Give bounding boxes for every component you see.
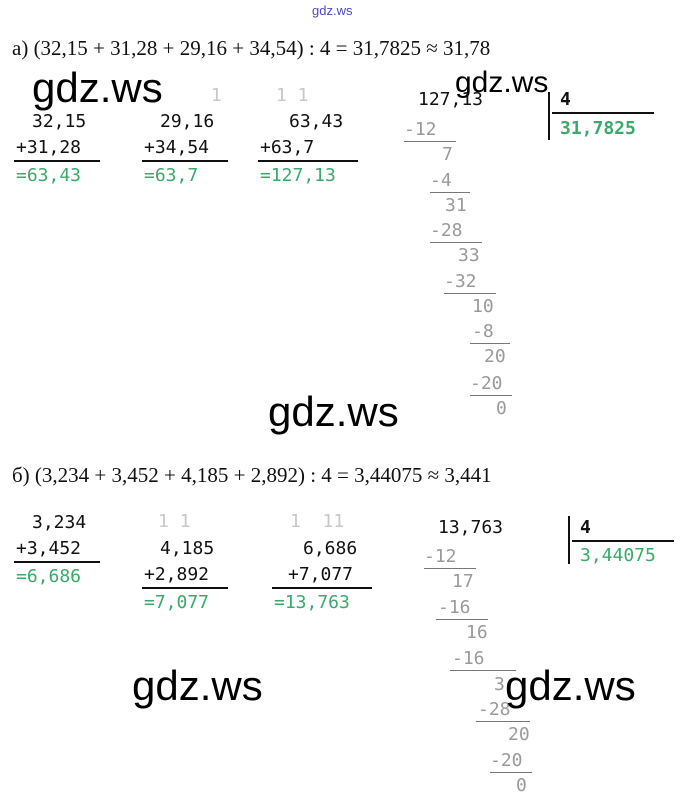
quotient: 3,44075 — [580, 545, 656, 566]
addend-top: 32,15 — [32, 111, 87, 132]
sum-line — [142, 160, 228, 162]
division-step-line — [424, 568, 476, 569]
sum-result: =13,763 — [274, 592, 350, 613]
carry-digits: 1 — [200, 85, 222, 106]
addend-bottom: +7,077 — [288, 564, 354, 585]
divisor-line — [552, 112, 654, 114]
watermark: gdz.ws — [455, 66, 549, 99]
division-step: -12 — [404, 119, 437, 140]
sum-result: =7,077 — [144, 592, 210, 613]
division-step-line — [444, 293, 496, 294]
division-step: 31 — [445, 195, 467, 216]
division-step-line — [470, 343, 510, 344]
carry-digits: 1 11 — [290, 511, 345, 532]
division-step: 10 — [472, 296, 494, 317]
division-step-line — [430, 192, 470, 193]
watermark: gdz.ws — [268, 388, 399, 435]
division-step-line — [476, 721, 530, 722]
addend-bottom: +31,28 — [16, 137, 82, 158]
division-step-line — [430, 242, 482, 243]
addend-top: 29,16 — [160, 111, 215, 132]
division-step-line — [436, 619, 488, 620]
division-step: -16 — [452, 648, 485, 669]
addend-top: 6,686 — [303, 538, 358, 559]
watermark-top[interactable]: gdz.ws — [312, 3, 353, 18]
addend-bottom: +2,892 — [144, 564, 210, 585]
division-step-line — [404, 141, 456, 142]
division-step: 0 — [516, 775, 527, 796]
sum-line — [14, 561, 100, 563]
sum-line — [258, 160, 358, 162]
division-step: -12 — [424, 546, 457, 567]
division-step: 7 — [442, 144, 453, 165]
watermark: gdz.ws — [505, 662, 636, 709]
sum-line — [14, 160, 100, 162]
division-step: 20 — [508, 724, 530, 745]
division-step: 0 — [496, 398, 507, 419]
division-step: -4 — [430, 170, 452, 191]
division-step-line — [450, 670, 516, 671]
watermark: gdz.ws — [32, 64, 163, 111]
sum-line — [272, 587, 372, 589]
division-step: 16 — [466, 622, 488, 643]
sum-result: =127,13 — [260, 165, 336, 186]
addend-bottom: +63,7 — [260, 137, 315, 158]
division-bar — [548, 92, 550, 140]
addend-top: 3,234 — [32, 512, 87, 533]
division-step: -20 — [490, 750, 523, 771]
division-step: 3 — [494, 674, 505, 695]
division-step: -16 — [438, 597, 471, 618]
division-step: -20 — [470, 373, 503, 394]
sum-result: =63,7 — [144, 165, 199, 186]
division-step: -28 — [430, 220, 463, 241]
division-step: 33 — [458, 245, 480, 266]
divisor-line — [572, 540, 674, 542]
quotient: 31,7825 — [560, 118, 636, 139]
addend-bottom: +3,452 — [16, 538, 82, 559]
watermark: gdz.ws — [132, 662, 263, 709]
division-step: -8 — [472, 321, 494, 342]
divisor: 4 — [580, 517, 591, 538]
division-step: 20 — [484, 346, 506, 367]
addend-top: 63,43 — [289, 111, 344, 132]
dividend: 13,763 — [438, 517, 504, 538]
sum-line — [142, 587, 228, 589]
divisor: 4 — [560, 89, 571, 110]
carry-digits: 1 1 — [158, 511, 191, 532]
expression-a: а) (32,15 + 31,28 + 29,16 + 34,54) : 4 =… — [12, 36, 491, 60]
division-step: 17 — [452, 571, 474, 592]
division-step: -28 — [478, 699, 511, 720]
carry-digits: 1 1 — [276, 85, 309, 106]
dividend: 127,13 — [418, 89, 484, 110]
expression-b: б) (3,234 + 3,452 + 4,185 + 2,892) : 4 =… — [12, 463, 492, 487]
sum-result: =63,43 — [16, 165, 82, 186]
addend-bottom: +34,54 — [144, 137, 210, 158]
addend-top: 4,185 — [160, 538, 215, 559]
sum-result: =6,686 — [16, 566, 82, 587]
division-bar — [568, 516, 570, 564]
division-step: -32 — [444, 271, 477, 292]
division-step-line — [490, 772, 532, 773]
division-step-line — [470, 395, 512, 396]
